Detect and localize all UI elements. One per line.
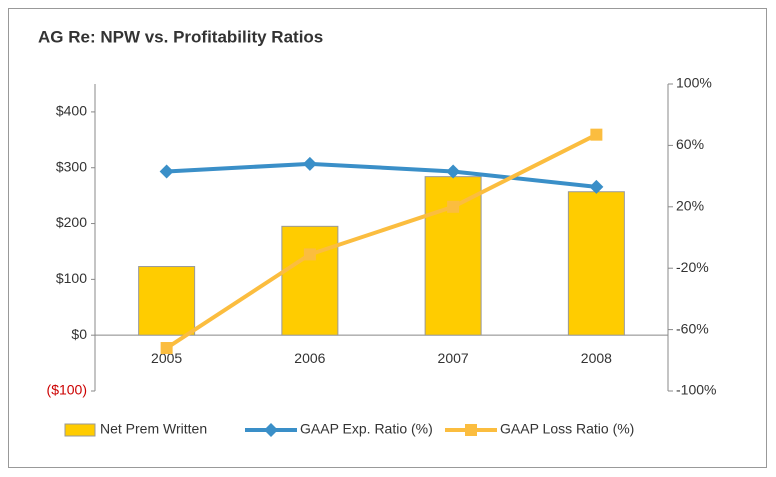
chart-frame [8, 8, 767, 468]
legend-marker [465, 424, 477, 436]
bar [138, 266, 196, 336]
y2-tick-label: 60% [676, 136, 704, 152]
legend-marker [264, 423, 278, 437]
legend-label: Net Prem Written [100, 421, 207, 437]
y-tick-label: $100 [56, 270, 87, 286]
line-marker [590, 128, 603, 141]
line [165, 132, 598, 350]
line-marker [159, 164, 174, 179]
x-tick-label: 2008 [581, 350, 612, 366]
line-marker [302, 156, 317, 171]
x-tick-label: 2005 [151, 350, 182, 366]
y2-tick-label: -100% [676, 382, 716, 398]
line-marker [589, 179, 604, 194]
legend-swatch [64, 423, 96, 437]
y-tick-label: $300 [56, 158, 87, 174]
bar [424, 176, 482, 336]
y2-tick-label: 20% [676, 198, 704, 214]
line [166, 161, 597, 189]
y2-tick-label: 100% [676, 75, 712, 91]
y2-tick-label: -20% [676, 259, 709, 275]
bar [281, 225, 339, 336]
legend-label: GAAP Exp. Ratio (%) [300, 421, 433, 437]
chart-title: AG Re: NPW vs. Profitability Ratios [38, 27, 323, 46]
line-marker [446, 164, 461, 179]
x-tick-label: 2007 [438, 350, 469, 366]
y2-tick-label: -60% [676, 320, 709, 336]
x-tick-label: 2006 [294, 350, 325, 366]
line-marker [303, 248, 316, 261]
y-tick-label: $400 [56, 103, 87, 119]
legend-label: GAAP Loss Ratio (%) [500, 421, 634, 437]
y-tick-label: $200 [56, 214, 87, 230]
bar [567, 191, 625, 336]
line-marker [160, 342, 173, 355]
line-marker [447, 200, 460, 213]
y-tick-label: $0 [71, 326, 87, 342]
y-tick-label: ($100) [47, 382, 87, 398]
